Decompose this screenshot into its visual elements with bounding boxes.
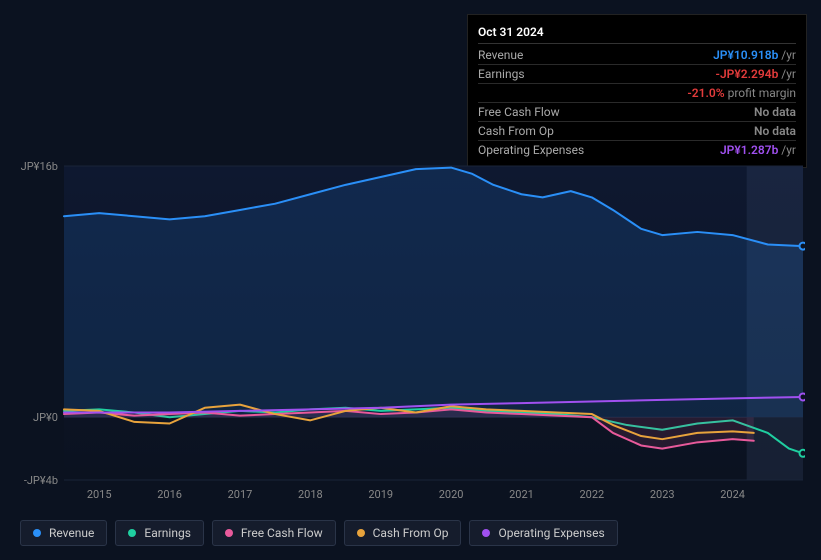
legend-dot-icon: [225, 529, 233, 537]
legend-dot-icon: [357, 529, 365, 537]
tooltip-row-value: No data: [754, 124, 796, 138]
tooltip-row-label: Operating Expenses: [478, 143, 584, 157]
legend-label: Operating Expenses: [498, 526, 604, 540]
svg-text:2024: 2024: [720, 488, 745, 501]
svg-text:2018: 2018: [298, 488, 323, 501]
tooltip-row-value: No data: [754, 105, 796, 119]
chart-legend: Revenue Earnings Free Cash Flow Cash From O…: [20, 520, 618, 546]
legend-dot-icon: [482, 529, 490, 537]
tooltip-date: Oct 31 2024: [478, 21, 796, 44]
legend-item[interactable]: Free Cash Flow: [212, 520, 336, 546]
legend-label: Free Cash Flow: [241, 526, 323, 540]
chart-tooltip: Oct 31 2024 Revenue JP¥10.918b /yr Earning…: [467, 14, 807, 168]
svg-text:2017: 2017: [228, 488, 253, 501]
svg-text:2020: 2020: [439, 488, 464, 501]
svg-text:-JP¥4b: -JP¥4b: [24, 474, 58, 487]
tooltip-row: Free Cash Flow No data: [478, 103, 796, 122]
tooltip-row: Operating Expenses JP¥1.287b /yr: [478, 141, 796, 159]
legend-item[interactable]: Earnings: [115, 520, 204, 546]
legend-dot-icon: [128, 529, 136, 537]
chart-area[interactable]: JP¥16b JP¥0 -JP¥4b 2015 2016 2017 2018 2019 2020…: [16, 160, 805, 510]
svg-text:2022: 2022: [579, 488, 604, 501]
svg-text:2019: 2019: [368, 488, 393, 501]
tooltip-row-label: Cash From Op: [478, 124, 554, 138]
legend-item[interactable]: Operating Expenses: [469, 520, 617, 546]
tooltip-row: Cash From Op No data: [478, 122, 796, 141]
svg-text:2021: 2021: [509, 488, 534, 501]
legend-dot-icon: [33, 529, 41, 537]
svg-text:2023: 2023: [650, 488, 675, 501]
tooltip-row-value: JP¥1.287b /yr: [720, 143, 796, 157]
svg-text:2015: 2015: [87, 488, 112, 501]
tooltip-note-row: -21.0% profit margin: [478, 84, 796, 103]
svg-text:JP¥0: JP¥0: [33, 411, 58, 424]
tooltip-row-label: Free Cash Flow: [478, 105, 560, 119]
tooltip-row: Revenue JP¥10.918b /yr: [478, 46, 796, 65]
tooltip-row-value: -JP¥2.294b /yr: [716, 67, 796, 81]
line-chart-svg: JP¥16b JP¥0 -JP¥4b 2015 2016 2017 2018 2019 2020…: [16, 160, 805, 510]
legend-label: Revenue: [49, 526, 94, 540]
legend-item[interactable]: Revenue: [20, 520, 107, 546]
tooltip-row-label: Revenue: [478, 48, 523, 62]
svg-text:2016: 2016: [157, 488, 182, 501]
tooltip-row-label: Earnings: [478, 67, 525, 81]
legend-label: Earnings: [144, 526, 191, 540]
svg-text:JP¥16b: JP¥16b: [21, 160, 58, 173]
legend-label: Cash From Op: [373, 526, 449, 540]
tooltip-row-value: JP¥10.918b /yr: [713, 48, 796, 62]
legend-item[interactable]: Cash From Op: [344, 520, 462, 546]
tooltip-row: Earnings -JP¥2.294b /yr: [478, 65, 796, 84]
